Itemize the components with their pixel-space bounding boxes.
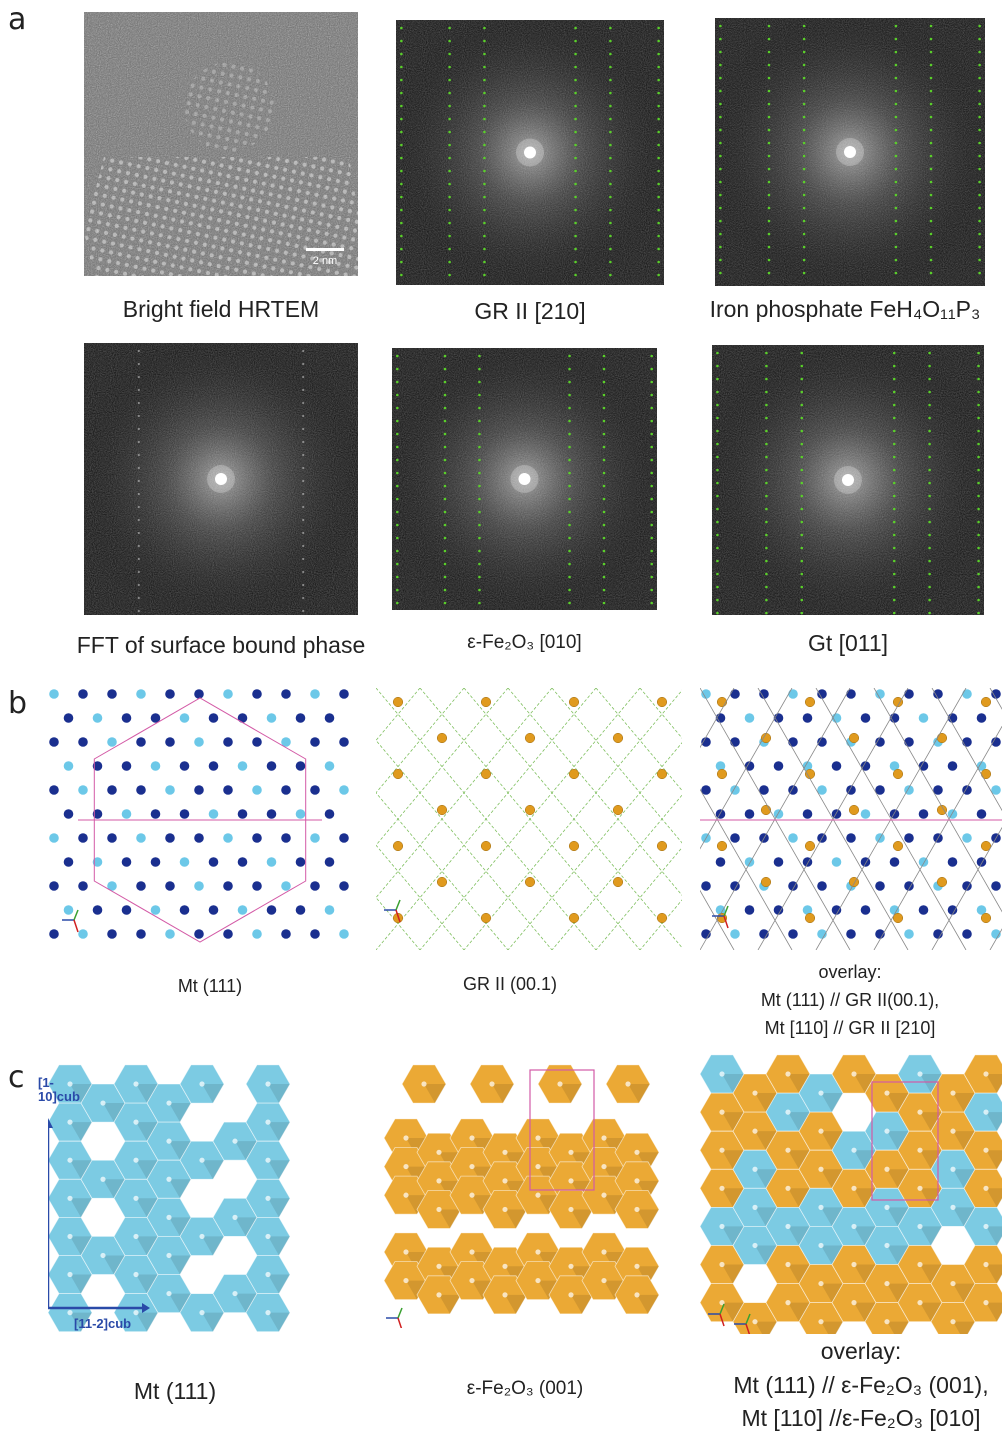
caption-c-eps-001: ε-Fe₂O₃ (001) bbox=[466, 1378, 584, 1399]
panel-letter-c: c bbox=[8, 1060, 25, 1095]
fft-gr-ii-210-image bbox=[396, 20, 664, 285]
fft-iron-phosphate-image bbox=[715, 18, 985, 286]
overlay-mt-gr-lattice bbox=[700, 688, 1002, 950]
caption-gr-ii-210: GR II [210] bbox=[474, 298, 586, 324]
fft-surface-phase-image bbox=[84, 343, 358, 615]
caption-hrtem: Bright field HRTEM bbox=[122, 296, 320, 322]
overlay-mt-eps-polyhedra bbox=[700, 1052, 1002, 1334]
caption-fft-surface: FFT of surface bound phase bbox=[76, 632, 366, 658]
panel-letter-a: a bbox=[8, 2, 27, 37]
caption-b-overlay-1: overlay: bbox=[818, 962, 882, 982]
caption-b-overlay-3: Mt [110] // GR II [210] bbox=[764, 1018, 936, 1038]
caption-b-mt-111: Mt (111) bbox=[177, 976, 243, 996]
hrtem-image: 2 nm bbox=[84, 12, 358, 276]
fft-gt-011-image bbox=[712, 345, 984, 615]
caption-c-overlay-1: overlay: bbox=[820, 1338, 902, 1364]
caption-c-overlay-2: Mt (111) // ε-Fe₂O₃ (001), bbox=[733, 1372, 989, 1398]
caption-c-mt-111: Mt (111) bbox=[133, 1378, 217, 1404]
scale-bar-label: 2 nm bbox=[313, 255, 337, 267]
gr-ii-001-lattice bbox=[376, 688, 682, 950]
caption-gt-011: Gt [011] bbox=[807, 630, 889, 656]
caption-b-overlay-2: Mt (111) // GR II(00.1), bbox=[760, 990, 940, 1010]
axis-label-horizontal: [11-2]cub bbox=[74, 1316, 132, 1331]
caption-c-overlay-3: Mt [110] //ε-Fe₂O₃ [010] bbox=[741, 1405, 981, 1431]
mt-111-lattice bbox=[48, 688, 352, 950]
eps-fe2o3-001-polyhedra bbox=[384, 1062, 666, 1328]
fft-eps-fe2o3-010-image bbox=[392, 348, 657, 610]
caption-iron-phosphate: Iron phosphate FeH₄O₁₁P₃ bbox=[709, 296, 981, 322]
caption-b-gr-ii-001: GR II (00.1) bbox=[462, 974, 558, 994]
mt-111-polyhedra bbox=[48, 1062, 310, 1338]
caption-eps-fe2o3-010: ε-Fe₂O₃ [010] bbox=[467, 632, 582, 653]
axis-label-vertical: [1-10]cub bbox=[38, 1075, 80, 1104]
panel-letter-b: b bbox=[8, 686, 28, 721]
